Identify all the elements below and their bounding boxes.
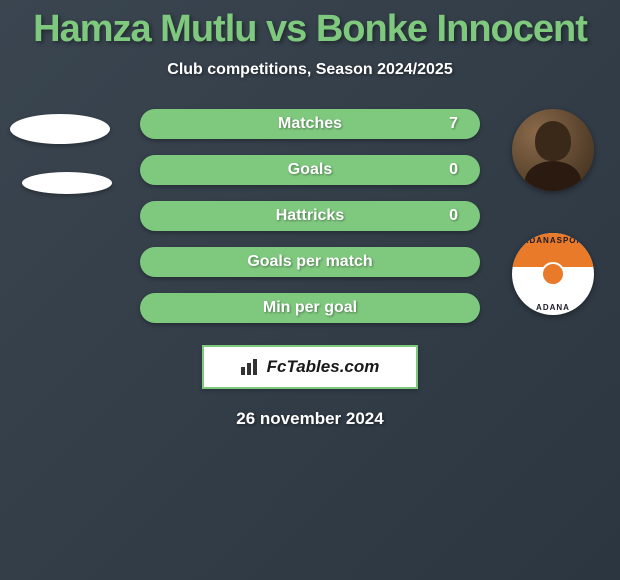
stat-row-goals-per-match: Goals per match xyxy=(140,247,480,277)
stat-label: Goals per match xyxy=(247,253,372,271)
infographic-container: Hamza Mutlu vs Bonke Innocent Club compe… xyxy=(0,0,620,580)
subtitle: Club competitions, Season 2024/2025 xyxy=(167,61,452,79)
avatar-body-shape xyxy=(525,161,581,191)
stat-value: 0 xyxy=(449,207,458,225)
main-area: ADANASPOR ADANA Matches 7 Goals 0 Hattri… xyxy=(0,109,620,323)
stat-row-hattricks: Hattricks 0 xyxy=(140,201,480,231)
stat-label: Goals xyxy=(288,161,332,179)
chart-bars-icon xyxy=(241,359,261,375)
date-text: 26 november 2024 xyxy=(236,409,383,429)
player-avatar xyxy=(512,109,594,191)
stat-value: 0 xyxy=(449,161,458,179)
stat-row-goals: Goals 0 xyxy=(140,155,480,185)
club-badge: ADANASPOR ADANA xyxy=(512,233,594,315)
stat-row-min-per-goal: Min per goal xyxy=(140,293,480,323)
placeholder-ellipse-1 xyxy=(10,114,110,144)
stat-label: Hattricks xyxy=(276,207,344,225)
avatar-head-shape xyxy=(535,121,571,161)
badge-center-circle xyxy=(541,262,565,286)
stat-value: 7 xyxy=(449,115,458,133)
placeholder-ellipse-2 xyxy=(22,172,112,194)
left-placeholder-shapes xyxy=(10,114,112,194)
stat-label: Min per goal xyxy=(263,299,357,317)
stat-label: Matches xyxy=(278,115,342,133)
right-images: ADANASPOR ADANA xyxy=(512,109,594,315)
brand-text: FcTables.com xyxy=(267,357,380,377)
badge-text-top: ADANASPOR xyxy=(512,236,594,245)
page-title: Hamza Mutlu vs Bonke Innocent xyxy=(33,8,587,51)
stat-row-matches: Matches 7 xyxy=(140,109,480,139)
brand-box: FcTables.com xyxy=(202,345,418,389)
badge-text-bottom: ADANA xyxy=(512,303,594,312)
